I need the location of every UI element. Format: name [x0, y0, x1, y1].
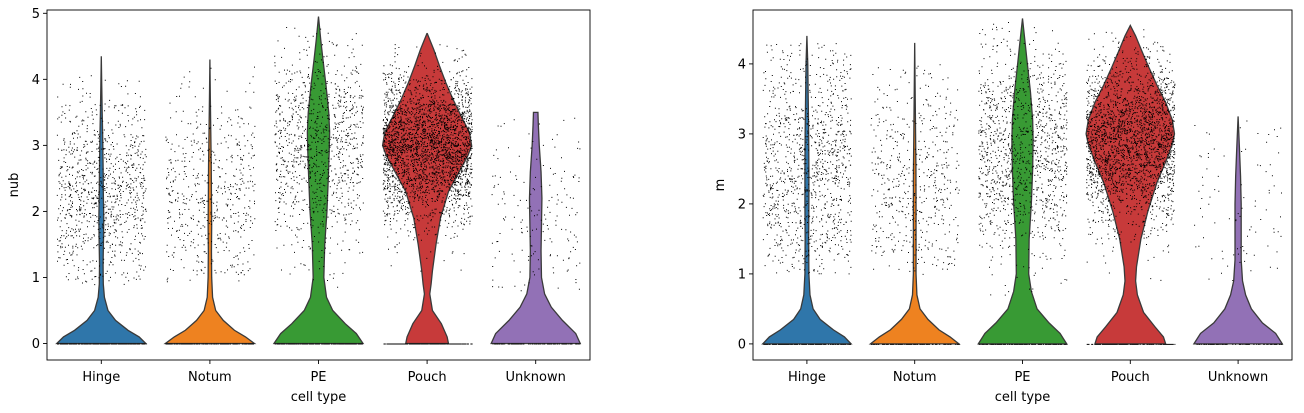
violin-points — [870, 64, 960, 345]
x-tick-label-hinge: Hinge — [788, 370, 826, 385]
violin-body — [1192, 116, 1284, 345]
violin-body — [272, 16, 365, 345]
violin-chart-m: 0 1 2 3 4 Hinge Notum PE Pouch Unknown cell type m — [713, 9, 1293, 405]
violin-body — [163, 59, 257, 345]
violin-body — [490, 111, 582, 345]
x-tick-label-unknown: Unknown — [506, 370, 566, 385]
x-axis-label: cell type — [995, 390, 1051, 405]
violin-unknown — [1192, 116, 1284, 345]
y-tick-label: 3 — [738, 127, 746, 142]
x-tick-label-unknown: Unknown — [1208, 370, 1268, 385]
violin-body — [381, 32, 473, 345]
violin-pouch — [1085, 23, 1176, 345]
violin-pe — [272, 16, 365, 345]
violin-hinge — [761, 35, 853, 345]
violin-points — [491, 117, 581, 345]
x-tick-label-pe: PE — [310, 370, 326, 385]
x-tick-label-hinge: Hinge — [82, 370, 120, 385]
y-tick-label: 3 — [32, 139, 40, 154]
violin-notum — [868, 42, 961, 345]
violin-notum — [163, 59, 257, 345]
y-tick-label: 2 — [738, 197, 746, 212]
y-tick-label: 0 — [738, 337, 746, 352]
y-tick-label: 5 — [32, 7, 40, 22]
violin-hinge — [55, 56, 148, 345]
y-tick-label: 2 — [32, 205, 40, 220]
y-tick-label: 4 — [738, 57, 746, 72]
violin-points — [762, 43, 852, 345]
x-tick-label-notum: Notum — [893, 370, 937, 385]
x-axis-label: cell type — [291, 390, 347, 405]
x-tick-label-pe: PE — [1014, 370, 1030, 385]
violin-body — [55, 56, 148, 345]
y-tick-label: 1 — [738, 267, 746, 282]
violin-pe — [977, 18, 1068, 345]
y-axis-label: nub — [7, 173, 22, 198]
y-tick-label: 4 — [32, 73, 40, 88]
violin-points — [978, 22, 1068, 345]
violin-pouch — [381, 32, 473, 345]
violin-points — [382, 44, 473, 345]
violin-unknown — [490, 111, 582, 345]
y-axis-label: m — [713, 179, 728, 192]
y-tick-label: 1 — [32, 271, 40, 286]
y-tick-label: 0 — [32, 337, 40, 352]
violin-body — [977, 18, 1068, 345]
violin-chart-nub: 0 1 2 3 4 5 Hinge Notum PE Pouch Unknown cell type n… — [7, 7, 591, 405]
x-tick-label-pouch: Pouch — [1111, 370, 1150, 385]
x-tick-label-notum: Notum — [188, 370, 232, 385]
x-tick-label-pouch: Pouch — [408, 370, 447, 385]
